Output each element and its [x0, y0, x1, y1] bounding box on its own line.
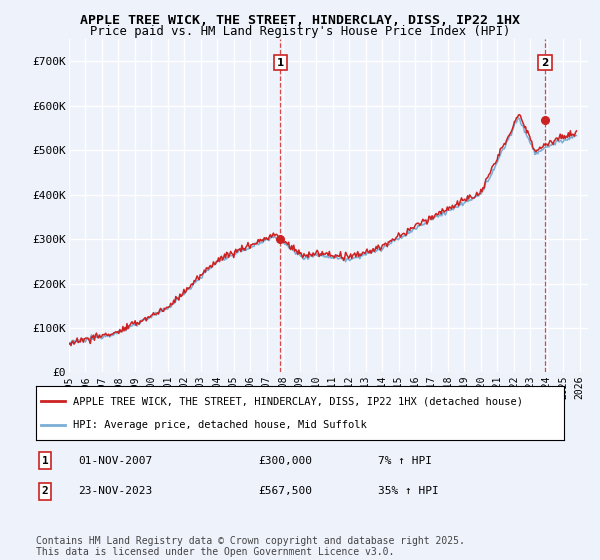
Text: Price paid vs. HM Land Registry's House Price Index (HPI): Price paid vs. HM Land Registry's House …	[90, 25, 510, 38]
Text: 1: 1	[277, 58, 284, 68]
Text: 7% ↑ HPI: 7% ↑ HPI	[378, 456, 432, 465]
Text: 23-NOV-2023: 23-NOV-2023	[78, 487, 152, 496]
Text: 2: 2	[41, 487, 49, 496]
Text: Contains HM Land Registry data © Crown copyright and database right 2025.
This d: Contains HM Land Registry data © Crown c…	[36, 535, 465, 557]
Text: 1: 1	[41, 456, 49, 465]
Text: APPLE TREE WICK, THE STREET, HINDERCLAY, DISS, IP22 1HX (detached house): APPLE TREE WICK, THE STREET, HINDERCLAY,…	[73, 396, 523, 407]
Text: HPI: Average price, detached house, Mid Suffolk: HPI: Average price, detached house, Mid …	[73, 419, 367, 430]
Text: £300,000: £300,000	[258, 456, 312, 465]
Text: 01-NOV-2007: 01-NOV-2007	[78, 456, 152, 465]
Text: APPLE TREE WICK, THE STREET, HINDERCLAY, DISS, IP22 1HX: APPLE TREE WICK, THE STREET, HINDERCLAY,…	[80, 14, 520, 27]
Text: 35% ↑ HPI: 35% ↑ HPI	[378, 487, 439, 496]
Text: £567,500: £567,500	[258, 487, 312, 496]
Text: 2: 2	[541, 58, 548, 68]
